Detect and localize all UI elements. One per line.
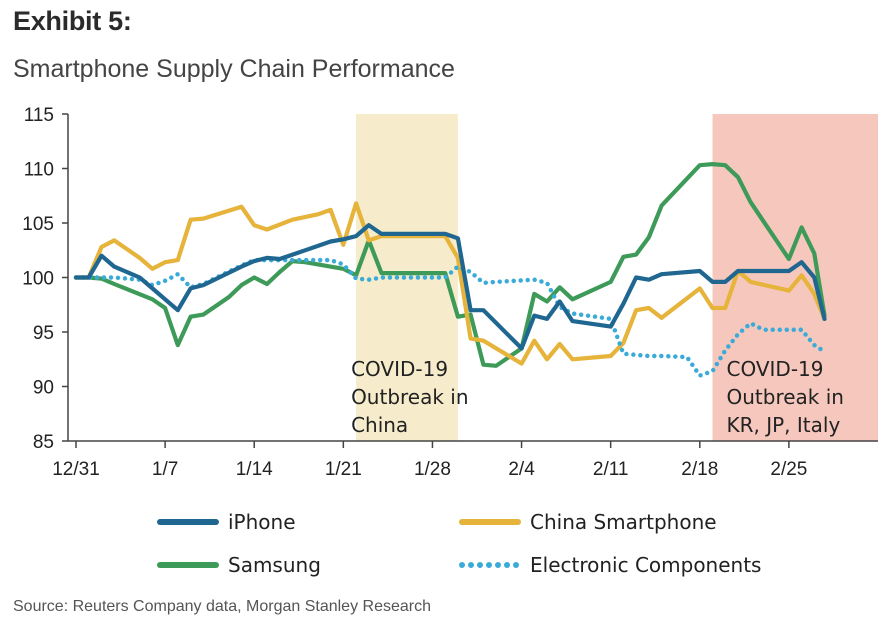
x-tick-label: 1/14	[236, 459, 273, 480]
series-line-samsung	[73, 162, 827, 368]
legend: iPhone China Smartphone Samsung Electronic …	[157, 510, 761, 577]
series-lines	[73, 162, 827, 378]
shaded-region-label: COVID-19	[351, 357, 448, 381]
x-tick-label: 12/31	[52, 459, 100, 480]
y-tick-label: 85	[33, 432, 54, 453]
x-tick-label: 2/11	[593, 459, 629, 480]
legend-label: Electronic Components	[530, 553, 761, 577]
series-line-electronic-components	[73, 257, 827, 378]
x-tick-label: 2/25	[770, 459, 807, 480]
shaded-region-label: COVID-19	[727, 357, 824, 381]
x-tick-label: 1/7	[152, 459, 178, 480]
exhibit-label: Exhibit 5:	[13, 6, 132, 36]
source-note: Source: Reuters Company data, Morgan Sta…	[13, 598, 431, 615]
shaded-region-label: Outbreak in	[727, 385, 844, 409]
x-tick-label: 1/21	[325, 459, 362, 480]
series-line-china-smartphone	[73, 201, 827, 366]
y-tick-label: 90	[33, 378, 54, 399]
legend-label: iPhone	[228, 510, 296, 534]
y-tick-label: 105	[22, 214, 54, 235]
y-tick-label: 95	[33, 323, 54, 344]
x-tick-label: 2/18	[681, 459, 718, 480]
y-tick-label: 115	[24, 105, 54, 126]
x-tick-label: 2/4	[508, 459, 535, 480]
chart: COVID-19 Outbreak in China COVID-19 Outbreak…	[22, 105, 878, 577]
shaded-region-label: China	[351, 413, 408, 437]
shaded-region-label: KR, JP, Italy	[727, 413, 841, 437]
y-tick-label: 110	[24, 160, 54, 181]
axes: 115 110 105 100 95 90 85 12/31 1/7 1/14 1/21 1/28 2/…	[22, 105, 878, 480]
shaded-region	[712, 114, 878, 441]
legend-label: China Smartphone	[530, 510, 717, 534]
shaded-region-label: Outbreak in	[351, 385, 468, 409]
chart-title: Smartphone Supply Chain Performance	[13, 55, 455, 83]
series-line-iphone	[73, 223, 827, 351]
shaded-region-labels: COVID-19 Outbreak in China COVID-19 Outbreak…	[351, 357, 844, 437]
x-tick-label: 1/28	[414, 459, 451, 480]
legend-label: Samsung	[228, 553, 321, 577]
y-tick-label: 100	[22, 269, 54, 290]
